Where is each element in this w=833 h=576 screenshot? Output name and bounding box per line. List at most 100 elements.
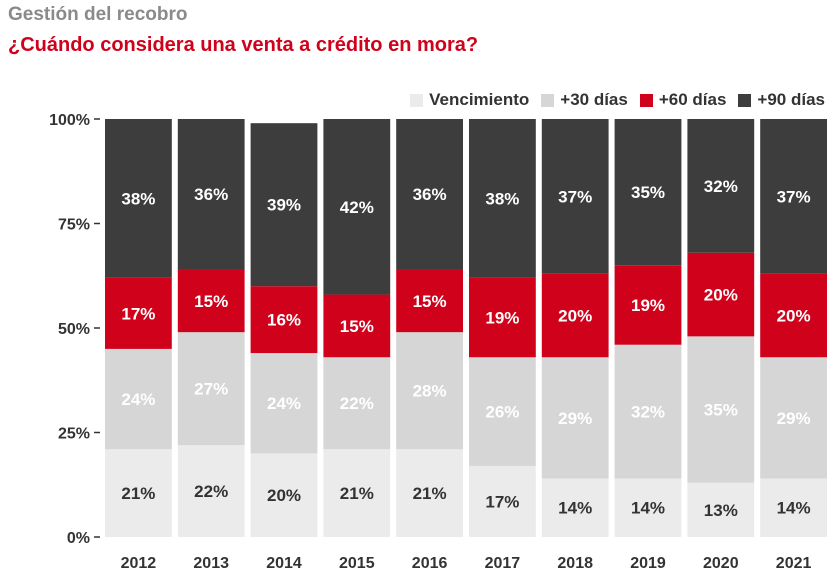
- bar-segment: [105, 449, 172, 537]
- x-tick-label: 2018: [557, 555, 593, 572]
- data-label: 20%: [558, 306, 592, 325]
- bar-segment: [687, 482, 755, 537]
- data-label: 19%: [485, 309, 519, 328]
- data-label: 39%: [267, 196, 301, 215]
- bar-segment: [105, 277, 172, 349]
- legend-swatch-90-dias: [738, 93, 752, 107]
- data-label: 38%: [121, 189, 155, 208]
- data-label: 32%: [704, 177, 738, 196]
- y-tick-label: 25%: [58, 426, 90, 443]
- data-label: 17%: [485, 492, 519, 511]
- x-tick-label: 2012: [121, 555, 157, 572]
- data-label: 21%: [413, 484, 447, 503]
- bar-segment: [687, 252, 755, 337]
- bar-segment: [469, 357, 536, 466]
- data-label: 14%: [631, 499, 665, 518]
- data-label: 16%: [267, 311, 301, 330]
- data-label: 22%: [194, 482, 228, 501]
- legend-label-30-dias: +30 días: [560, 90, 628, 109]
- bar-segment: [469, 119, 536, 278]
- bar-segment: [250, 123, 318, 287]
- bar-segment: [760, 273, 827, 358]
- bar-segment: [541, 273, 609, 358]
- bar-segment: [687, 336, 755, 483]
- data-label: 19%: [631, 296, 665, 315]
- x-tick-label: 2013: [193, 555, 229, 572]
- bar-segment: [760, 478, 827, 537]
- bar-segment: [396, 332, 463, 450]
- y-tick-label: 0%: [67, 530, 90, 547]
- bar-segment: [614, 344, 682, 479]
- data-label: 32%: [631, 403, 665, 422]
- data-label: 26%: [485, 403, 519, 422]
- legend-label-90-dias: +90 días: [757, 90, 825, 109]
- legend-swatch-30-dias: [541, 93, 555, 107]
- data-label: 17%: [121, 304, 155, 323]
- bar-segment: [250, 453, 318, 537]
- data-label: 35%: [631, 183, 665, 202]
- data-label: 24%: [267, 394, 301, 413]
- bar-segment: [687, 119, 755, 253]
- data-label: 13%: [704, 501, 738, 520]
- legend-item-30-dias: +30 días: [541, 90, 628, 110]
- legend-label-vencimiento: Vencimiento: [429, 90, 530, 109]
- data-label: 15%: [340, 317, 374, 336]
- bar-segment: [105, 119, 172, 278]
- bar-segment: [614, 265, 682, 345]
- data-label: 20%: [704, 286, 738, 305]
- legend-swatch-vencimiento: [410, 93, 424, 107]
- legend-label-60-dias: +60 días: [658, 90, 727, 109]
- data-label: 15%: [194, 292, 228, 311]
- data-label: 21%: [121, 484, 155, 503]
- bar-segment: [396, 119, 463, 270]
- bar-segment: [396, 449, 463, 537]
- bar-segment: [469, 465, 536, 537]
- data-label: 35%: [704, 401, 738, 420]
- chart-supertitle: Gestión del recobro: [8, 4, 188, 25]
- bar-segment: [541, 478, 609, 537]
- data-label: 29%: [558, 409, 592, 428]
- bar-segment: [323, 119, 391, 295]
- data-label: 22%: [340, 394, 374, 413]
- legend-item-90-dias: +90 días: [738, 90, 825, 110]
- bar-segment: [541, 119, 609, 274]
- bar-segment: [469, 277, 536, 358]
- x-tick-label: 2017: [485, 555, 521, 572]
- legend-item-60-dias: +60 días: [639, 90, 727, 110]
- bar-segment: [760, 119, 827, 274]
- data-label: 37%: [777, 187, 811, 206]
- bar-segment: [177, 445, 245, 537]
- bar-segment: [105, 348, 172, 450]
- data-label: 14%: [777, 499, 811, 518]
- bar-segment: [760, 357, 827, 479]
- bar-segment: [177, 119, 245, 270]
- x-tick-label: 2020: [703, 555, 739, 572]
- legend-item-vencimiento: Vencimiento: [410, 90, 529, 110]
- x-tick-label: 2015: [339, 555, 375, 572]
- x-tick-label: 2021: [776, 555, 812, 572]
- y-tick-label: 75%: [58, 217, 90, 234]
- bar-segment: [250, 286, 318, 354]
- bar-segment: [323, 449, 391, 537]
- data-label: 21%: [340, 484, 374, 503]
- data-label: 27%: [194, 380, 228, 399]
- x-tick-label: 2019: [630, 555, 666, 572]
- chart-title: ¿Cuándo considera una venta a crédito en…: [8, 34, 479, 56]
- y-tick-label: 50%: [58, 321, 90, 338]
- bar-segment: [323, 294, 391, 358]
- bar-segment: [250, 353, 318, 454]
- data-label: 15%: [413, 292, 447, 311]
- data-label: 20%: [777, 306, 811, 325]
- bar-segment: [177, 269, 245, 333]
- data-label: 36%: [194, 185, 228, 204]
- bar-segment: [177, 332, 245, 446]
- data-label: 24%: [121, 390, 155, 409]
- bar-segment: [396, 269, 463, 333]
- bar-segment: [614, 478, 682, 537]
- bar-segment: [323, 357, 391, 450]
- bar-segment: [614, 119, 682, 266]
- x-tick-label: 2016: [412, 555, 448, 572]
- data-label: 29%: [777, 409, 811, 428]
- data-label: 42%: [340, 198, 374, 217]
